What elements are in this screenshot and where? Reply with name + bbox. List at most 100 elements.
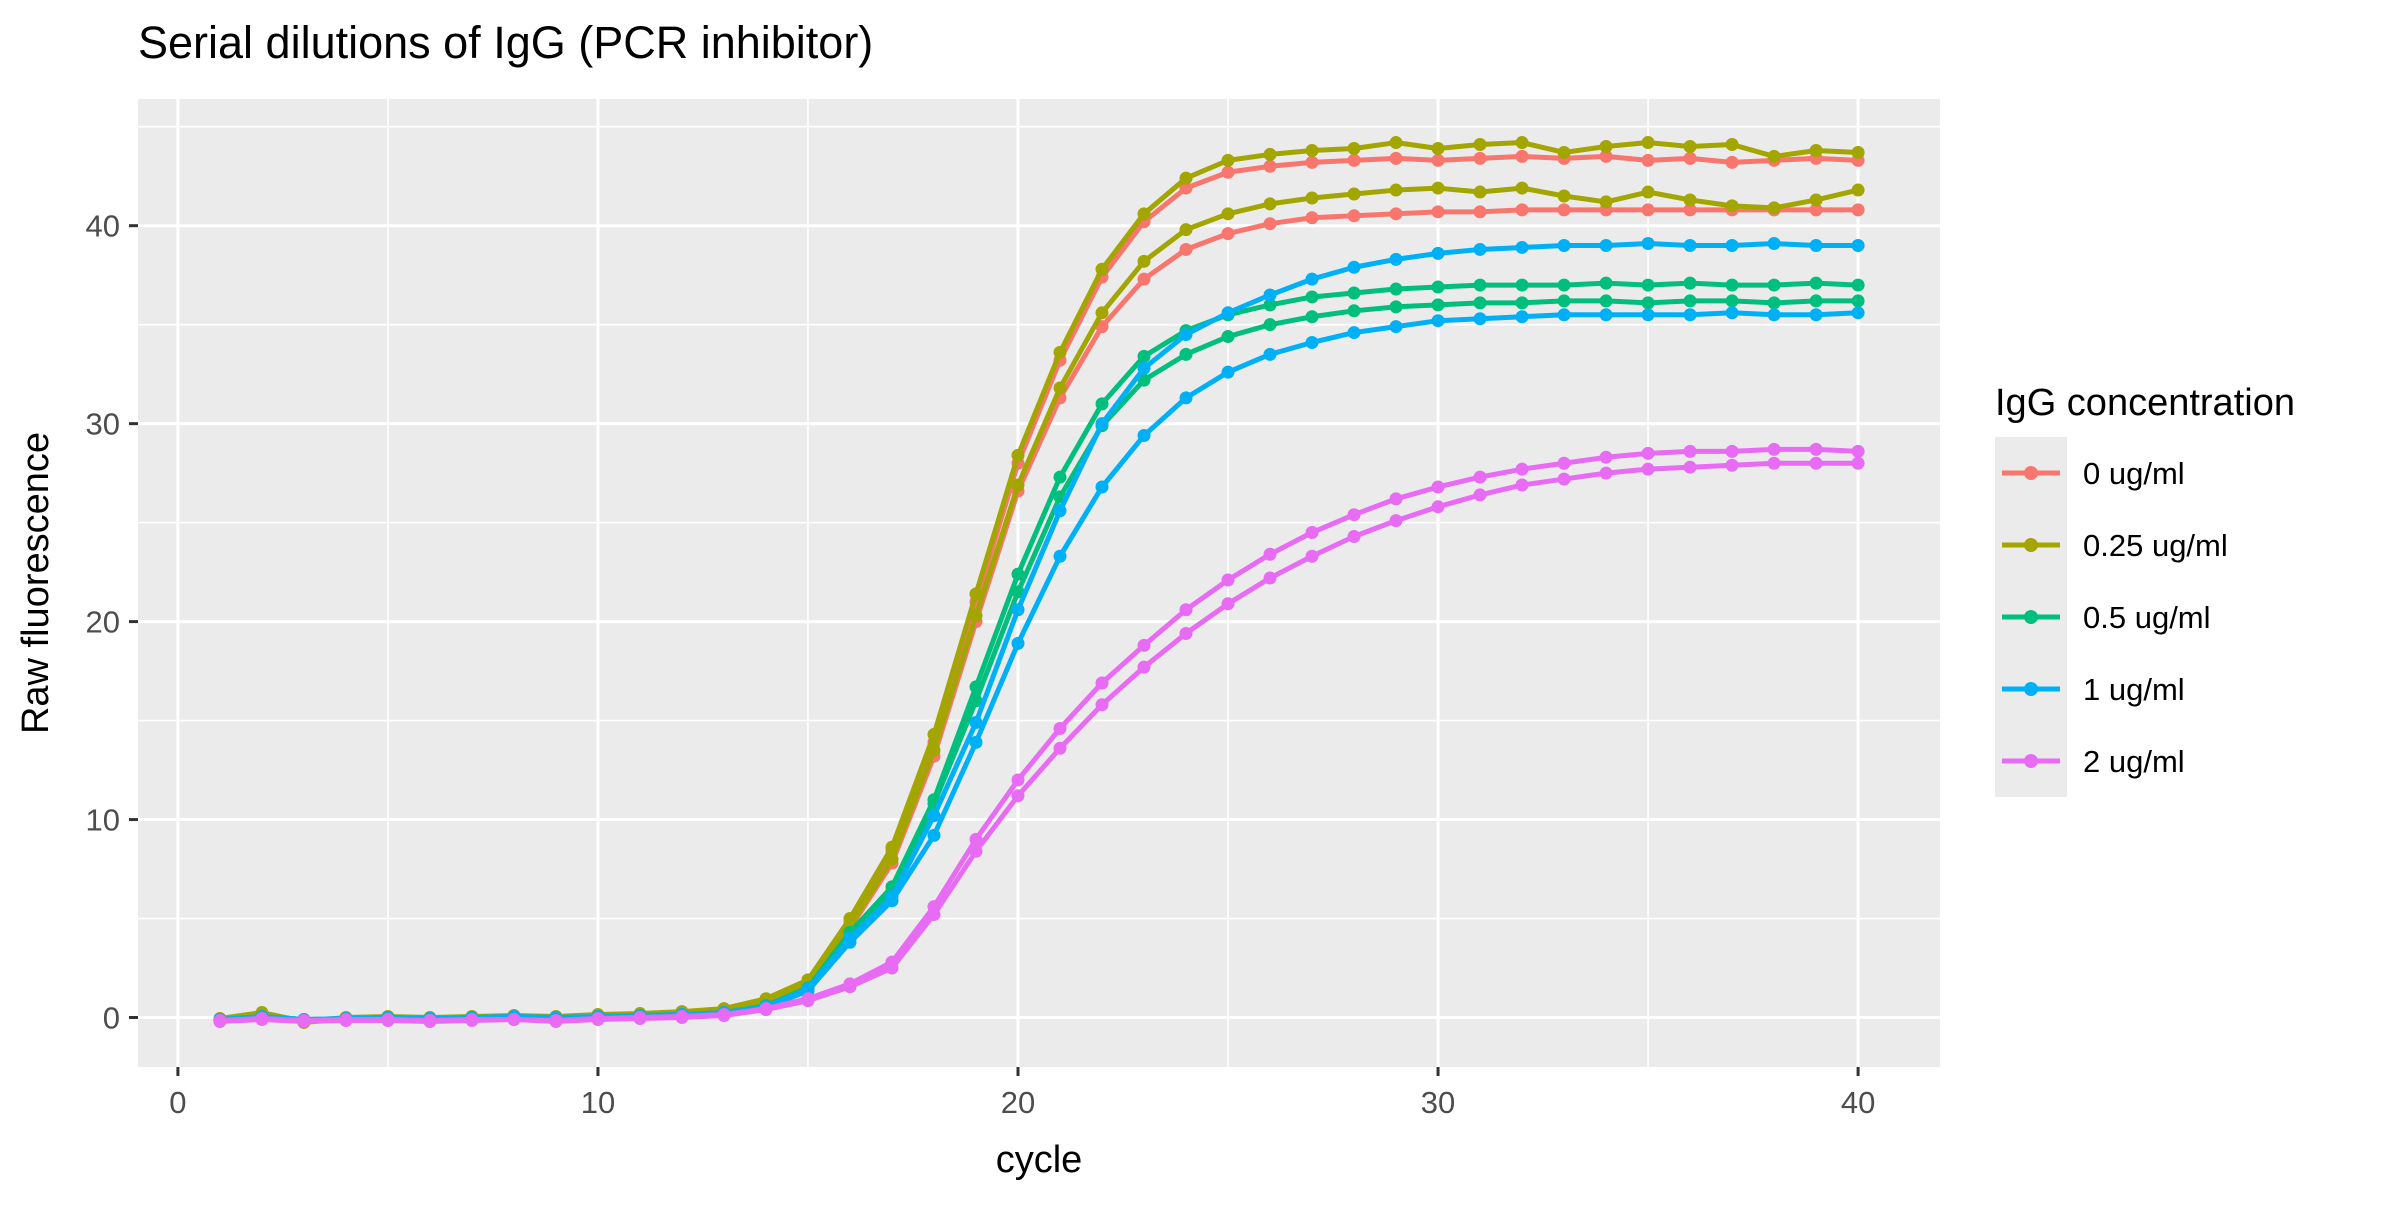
- data-point: [1683, 203, 1697, 217]
- data-point: [885, 894, 899, 908]
- data-point: [1263, 318, 1277, 332]
- data-point: [1305, 272, 1319, 286]
- data-point: [843, 980, 857, 994]
- y-tick-label: 20: [86, 605, 120, 640]
- data-point: [927, 809, 941, 823]
- data-point: [1557, 308, 1571, 322]
- data-point: [1557, 278, 1571, 292]
- data-point: [1095, 397, 1109, 411]
- data-point: [1557, 294, 1571, 308]
- data-point: [969, 694, 983, 708]
- data-point: [1641, 237, 1655, 251]
- data-point: [1011, 773, 1025, 787]
- data-point: [1851, 444, 1865, 458]
- data-point: [1809, 456, 1823, 470]
- legend: IgG concentration 0 ug/ml 0.25 ug/ml 0.5 u…: [1995, 382, 2295, 797]
- y-tick-label: 30: [86, 407, 120, 442]
- data-point: [1053, 721, 1067, 735]
- data-point: [1095, 676, 1109, 690]
- data-point: [1683, 460, 1697, 474]
- data-point: [1515, 149, 1529, 163]
- data-point: [1389, 151, 1403, 165]
- legend-entry-label: 2 ug/ml: [2083, 744, 2185, 779]
- data-point: [1767, 201, 1781, 215]
- data-point: [1725, 199, 1739, 213]
- data-point: [1851, 183, 1865, 197]
- series-lines: [213, 136, 1865, 1029]
- data-point: [1305, 191, 1319, 205]
- data-point: [1767, 456, 1781, 470]
- data-point: [1095, 480, 1109, 494]
- data-point: [1851, 294, 1865, 308]
- data-point: [1053, 741, 1067, 755]
- data-point: [1137, 429, 1151, 443]
- data-point: [255, 1012, 269, 1026]
- data-point: [1599, 308, 1613, 322]
- data-point: [675, 1011, 689, 1025]
- plot-panel: [138, 99, 1940, 1067]
- data-point: [1473, 312, 1487, 326]
- y-tick-label: 40: [86, 209, 120, 244]
- data-point: [1263, 147, 1277, 161]
- series-line-2-ug-ml-rep2: [217, 460, 1861, 1024]
- data-point: [1641, 136, 1655, 150]
- legend-entries: 0 ug/ml 0.25 ug/ml 0.5 ug/ml 1 ug/ml 2 ug/ml: [1995, 437, 2228, 797]
- data-point: [1767, 149, 1781, 163]
- data-point: [1221, 573, 1235, 587]
- data-point: [1473, 185, 1487, 199]
- data-point: [1809, 143, 1823, 157]
- data-point: [1641, 278, 1655, 292]
- data-point: [1263, 197, 1277, 211]
- data-point: [1305, 290, 1319, 304]
- data-point: [927, 828, 941, 842]
- data-point: [1641, 296, 1655, 310]
- data-point: [1305, 211, 1319, 225]
- data-point: [1179, 347, 1193, 361]
- data-point: [1851, 145, 1865, 159]
- data-point: [1431, 280, 1445, 294]
- data-point: [1305, 310, 1319, 324]
- data-point: [1347, 508, 1361, 522]
- data-point: [1179, 603, 1193, 617]
- data-point: [1473, 470, 1487, 484]
- data-point: [1137, 660, 1151, 674]
- data-point: [1431, 298, 1445, 312]
- data-point: [1389, 252, 1403, 266]
- data-point: [1515, 462, 1529, 476]
- data-point: [1263, 347, 1277, 361]
- data-point: [1767, 278, 1781, 292]
- data-point: [927, 908, 941, 922]
- data-point: [633, 1012, 647, 1026]
- data-point: [1347, 187, 1361, 201]
- data-point: [1263, 571, 1277, 585]
- data-point: [1347, 286, 1361, 300]
- data-point: [1809, 203, 1823, 217]
- data-point: [1809, 294, 1823, 308]
- data-point: [1431, 153, 1445, 167]
- data-point: [1095, 306, 1109, 320]
- data-point: [1473, 205, 1487, 219]
- data-point: [423, 1014, 437, 1028]
- data-point: [1179, 223, 1193, 237]
- data-point: [1179, 626, 1193, 640]
- data-point: [1557, 472, 1571, 486]
- data-point: [1599, 294, 1613, 308]
- legend-key-point: [2024, 610, 2038, 624]
- data-point: [1431, 500, 1445, 514]
- data-point: [1179, 391, 1193, 405]
- data-point: [1347, 304, 1361, 318]
- data-point: [1557, 189, 1571, 203]
- data-point: [1641, 185, 1655, 199]
- data-point: [1683, 140, 1697, 154]
- data-point: [1557, 203, 1571, 217]
- data-point: [1809, 238, 1823, 252]
- legend-key-point: [2024, 754, 2038, 768]
- data-point: [1473, 296, 1487, 310]
- data-point: [1137, 373, 1151, 387]
- data-point: [1515, 136, 1529, 150]
- data-point: [1389, 320, 1403, 334]
- data-point: [1011, 585, 1025, 599]
- data-point: [885, 852, 899, 866]
- data-point: [591, 1012, 605, 1026]
